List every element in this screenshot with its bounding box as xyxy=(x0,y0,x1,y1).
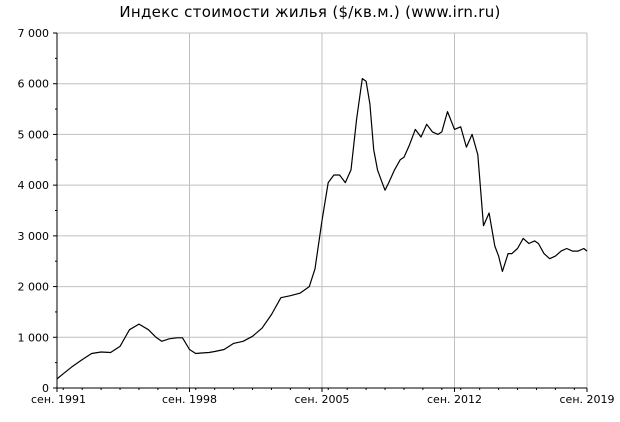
x-tick-label: сен. 2005 xyxy=(295,393,350,406)
chart-title: Индекс стоимости жилья ($/кв.м.) (www.ir… xyxy=(119,3,501,21)
y-tick-label: 4 000 xyxy=(18,179,50,192)
y-tick-label: 5 000 xyxy=(18,128,50,141)
x-tick-label: сен. 1991 xyxy=(31,393,86,406)
tick-labels: 0 1 000 2 000 3 000 4 000 5 000 6 000 7 000 сен.… xyxy=(18,27,615,406)
series-layer xyxy=(56,77,588,380)
x-tick-label: сен. 2012 xyxy=(427,393,482,406)
axes xyxy=(53,32,588,392)
y-tick-label: 3 000 xyxy=(18,230,50,243)
gridlines xyxy=(57,32,588,388)
series-line xyxy=(56,77,588,380)
y-tick-label: 0 xyxy=(42,382,49,395)
y-tick-label: 7 000 xyxy=(18,27,50,40)
x-tick-label: сен. 1998 xyxy=(162,393,217,406)
y-tick-label: 2 000 xyxy=(18,281,50,294)
y-tick-label: 1 000 xyxy=(18,331,50,344)
x-tick-label: сен. 2019 xyxy=(560,393,615,406)
y-tick-label: 6 000 xyxy=(18,78,50,91)
